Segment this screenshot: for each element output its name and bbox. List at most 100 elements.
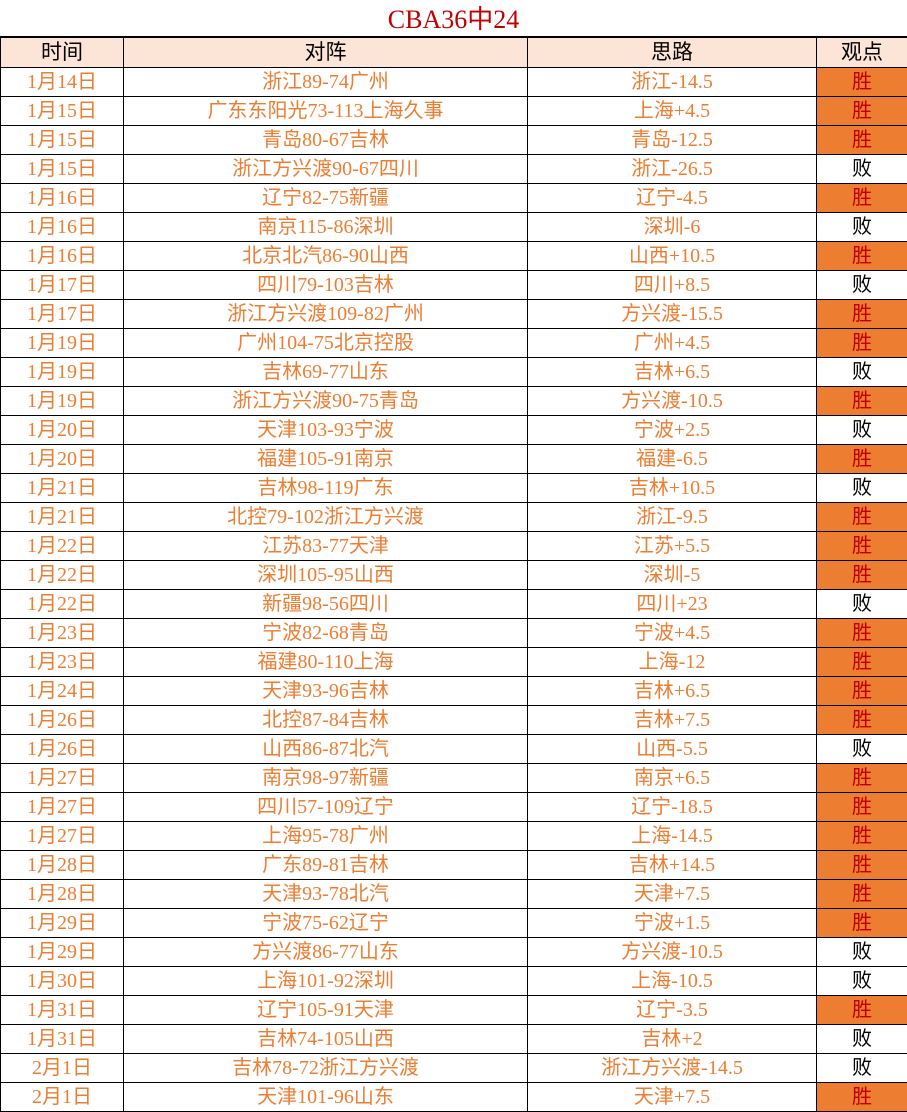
result-cell[interactable]: 败 xyxy=(817,967,907,996)
match-cell[interactable]: 广东89-81吉林 xyxy=(124,851,528,880)
pick-cell[interactable]: 浙江方兴渡-14.5 xyxy=(528,1054,817,1083)
result-cell[interactable]: 胜 xyxy=(817,329,907,358)
match-cell[interactable]: 上海95-78广州 xyxy=(124,822,528,851)
date-cell[interactable]: 1月24日 xyxy=(1,677,124,706)
date-cell[interactable]: 1月22日 xyxy=(1,561,124,590)
match-cell[interactable]: 北控87-84吉林 xyxy=(124,706,528,735)
date-cell[interactable]: 2月1日 xyxy=(1,1054,124,1083)
match-cell[interactable]: 北京北汽86-90山西 xyxy=(124,242,528,271)
result-cell[interactable]: 胜 xyxy=(817,503,907,532)
result-cell[interactable]: 败 xyxy=(817,938,907,967)
result-cell[interactable]: 败 xyxy=(817,155,907,184)
pick-cell[interactable]: 辽宁-3.5 xyxy=(528,996,817,1025)
date-cell[interactable]: 1月15日 xyxy=(1,155,124,184)
match-cell[interactable]: 辽宁82-75新疆 xyxy=(124,184,528,213)
result-cell[interactable]: 胜 xyxy=(817,706,907,735)
match-cell[interactable]: 天津93-78北汽 xyxy=(124,880,528,909)
match-cell[interactable]: 南京98-97新疆 xyxy=(124,764,528,793)
pick-cell[interactable]: 山西+10.5 xyxy=(528,242,817,271)
result-cell[interactable]: 胜 xyxy=(817,677,907,706)
match-cell[interactable]: 宁波82-68青岛 xyxy=(124,619,528,648)
result-cell[interactable]: 胜 xyxy=(817,1083,907,1112)
result-cell[interactable]: 胜 xyxy=(817,387,907,416)
pick-cell[interactable]: 天津+7.5 xyxy=(528,880,817,909)
header-match[interactable]: 对阵 xyxy=(124,38,528,68)
result-cell[interactable]: 败 xyxy=(817,358,907,387)
date-cell[interactable]: 1月15日 xyxy=(1,126,124,155)
header-date[interactable]: 时间 xyxy=(1,38,124,68)
date-cell[interactable]: 1月26日 xyxy=(1,706,124,735)
result-cell[interactable]: 胜 xyxy=(817,793,907,822)
match-cell[interactable]: 浙江方兴渡109-82广州 xyxy=(124,300,528,329)
pick-cell[interactable]: 深圳-5 xyxy=(528,561,817,590)
match-cell[interactable]: 北控79-102浙江方兴渡 xyxy=(124,503,528,532)
pick-cell[interactable]: 辽宁-18.5 xyxy=(528,793,817,822)
pick-cell[interactable]: 浙江-26.5 xyxy=(528,155,817,184)
result-cell[interactable]: 胜 xyxy=(817,300,907,329)
match-cell[interactable]: 南京115-86深圳 xyxy=(124,213,528,242)
pick-cell[interactable]: 深圳-6 xyxy=(528,213,817,242)
result-cell[interactable]: 胜 xyxy=(817,880,907,909)
date-cell[interactable]: 1月28日 xyxy=(1,851,124,880)
pick-cell[interactable]: 天津+7.5 xyxy=(528,1083,817,1112)
pick-cell[interactable]: 四川+23 xyxy=(528,590,817,619)
result-cell[interactable]: 胜 xyxy=(817,996,907,1025)
result-cell[interactable]: 胜 xyxy=(817,532,907,561)
pick-cell[interactable]: 宁波+2.5 xyxy=(528,416,817,445)
date-cell[interactable]: 1月31日 xyxy=(1,1025,124,1054)
pick-cell[interactable]: 福建-6.5 xyxy=(528,445,817,474)
pick-cell[interactable]: 宁波+4.5 xyxy=(528,619,817,648)
date-cell[interactable]: 1月28日 xyxy=(1,880,124,909)
result-cell[interactable]: 败 xyxy=(817,416,907,445)
match-cell[interactable]: 吉林74-105山西 xyxy=(124,1025,528,1054)
result-cell[interactable]: 胜 xyxy=(817,619,907,648)
date-cell[interactable]: 1月16日 xyxy=(1,242,124,271)
pick-cell[interactable]: 方兴渡-10.5 xyxy=(528,938,817,967)
pick-cell[interactable]: 上海-10.5 xyxy=(528,967,817,996)
match-cell[interactable]: 天津103-93宁波 xyxy=(124,416,528,445)
match-cell[interactable]: 天津93-96吉林 xyxy=(124,677,528,706)
pick-cell[interactable]: 吉林+2 xyxy=(528,1025,817,1054)
match-cell[interactable]: 深圳105-95山西 xyxy=(124,561,528,590)
pick-cell[interactable]: 方兴渡-15.5 xyxy=(528,300,817,329)
result-cell[interactable]: 胜 xyxy=(817,648,907,677)
date-cell[interactable]: 1月29日 xyxy=(1,909,124,938)
pick-cell[interactable]: 上海-14.5 xyxy=(528,822,817,851)
pick-cell[interactable]: 吉林+14.5 xyxy=(528,851,817,880)
date-cell[interactable]: 1月16日 xyxy=(1,213,124,242)
pick-cell[interactable]: 江苏+5.5 xyxy=(528,532,817,561)
match-cell[interactable]: 新疆98-56四川 xyxy=(124,590,528,619)
match-cell[interactable]: 吉林69-77山东 xyxy=(124,358,528,387)
match-cell[interactable]: 天津101-96山东 xyxy=(124,1083,528,1112)
match-cell[interactable]: 上海101-92深圳 xyxy=(124,967,528,996)
match-cell[interactable]: 广州104-75北京控股 xyxy=(124,329,528,358)
result-cell[interactable]: 胜 xyxy=(817,561,907,590)
result-cell[interactable]: 胜 xyxy=(817,184,907,213)
pick-cell[interactable]: 青岛-12.5 xyxy=(528,126,817,155)
date-cell[interactable]: 1月20日 xyxy=(1,445,124,474)
date-cell[interactable]: 1月15日 xyxy=(1,97,124,126)
match-cell[interactable]: 福建80-110上海 xyxy=(124,648,528,677)
result-cell[interactable]: 败 xyxy=(817,271,907,300)
pick-cell[interactable]: 南京+6.5 xyxy=(528,764,817,793)
pick-cell[interactable]: 山西-5.5 xyxy=(528,735,817,764)
date-cell[interactable]: 1月19日 xyxy=(1,329,124,358)
pick-cell[interactable]: 宁波+1.5 xyxy=(528,909,817,938)
pick-cell[interactable]: 辽宁-4.5 xyxy=(528,184,817,213)
result-cell[interactable]: 败 xyxy=(817,213,907,242)
match-cell[interactable]: 四川57-109辽宁 xyxy=(124,793,528,822)
date-cell[interactable]: 1月14日 xyxy=(1,68,124,97)
match-cell[interactable]: 吉林78-72浙江方兴渡 xyxy=(124,1054,528,1083)
match-cell[interactable]: 浙江89-74广州 xyxy=(124,68,528,97)
match-cell[interactable]: 广东东阳光73-113上海久事 xyxy=(124,97,528,126)
pick-cell[interactable]: 四川+8.5 xyxy=(528,271,817,300)
pick-cell[interactable]: 吉林+6.5 xyxy=(528,358,817,387)
date-cell[interactable]: 1月19日 xyxy=(1,358,124,387)
match-cell[interactable]: 四川79-103吉林 xyxy=(124,271,528,300)
match-cell[interactable]: 青岛80-67吉林 xyxy=(124,126,528,155)
date-cell[interactable]: 1月31日 xyxy=(1,996,124,1025)
date-cell[interactable]: 1月20日 xyxy=(1,416,124,445)
date-cell[interactable]: 1月21日 xyxy=(1,503,124,532)
pick-cell[interactable]: 吉林+6.5 xyxy=(528,677,817,706)
match-cell[interactable]: 浙江方兴渡90-75青岛 xyxy=(124,387,528,416)
